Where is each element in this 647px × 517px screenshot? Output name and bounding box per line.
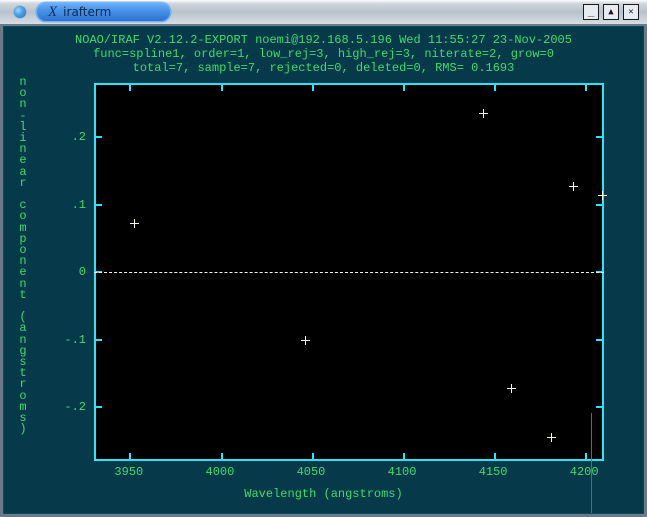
x-tick <box>585 83 587 91</box>
x-tick-label: 4100 <box>388 465 417 479</box>
x-axis-label: Wavelength (angstroms) <box>4 487 643 501</box>
y-tick <box>596 406 604 408</box>
x-tick <box>221 83 223 91</box>
close-icon: ✕ <box>628 7 633 17</box>
cursor-line <box>591 413 592 513</box>
system-menu-icon[interactable] <box>14 6 26 18</box>
x-tick-label: 4200 <box>570 465 599 479</box>
x-tick <box>221 453 223 461</box>
x-tick <box>312 453 314 461</box>
data-point <box>479 109 488 118</box>
x-tick-label: 3950 <box>114 465 143 479</box>
y-tick-label: .2 <box>70 130 86 144</box>
x-tick <box>403 83 405 91</box>
title-tab[interactable]: X irafterm <box>36 2 171 22</box>
y-tick-label: -.1 <box>62 333 86 347</box>
header-line-2: func=spline1, order=1, low_rej=3, high_r… <box>4 47 643 61</box>
y-tick <box>596 339 604 341</box>
y-axis-label: n o n - l i n e a r c o m p o n e n t ( … <box>18 77 28 436</box>
window-title: irafterm <box>63 5 111 19</box>
plot-area: 395040004050410041504200-.2-.10.1.2 <box>94 83 604 461</box>
x-tick-label: 4000 <box>206 465 235 479</box>
y-tick <box>596 204 604 206</box>
x-tick <box>129 453 131 461</box>
header-line-1: NOAO/IRAF V2.12.2-EXPORT noemi@192.168.5… <box>4 33 643 47</box>
x-tick <box>129 83 131 91</box>
minimize-icon: _ <box>588 4 595 17</box>
x-tick <box>403 453 405 461</box>
iraf-terminal[interactable]: NOAO/IRAF V2.12.2-EXPORT noemi@192.168.5… <box>3 26 644 514</box>
x-tick-label: 4050 <box>297 465 326 479</box>
maximize-button[interactable]: ▲ <box>603 4 619 20</box>
data-point <box>547 433 556 442</box>
x-tick <box>312 83 314 91</box>
window-controls: _ ▲ ✕ <box>583 4 639 20</box>
y-tick <box>94 204 102 206</box>
data-point <box>569 182 578 191</box>
y-tick-label: 0 <box>78 265 86 279</box>
x-tick-label: 4150 <box>479 465 508 479</box>
titlebar: X irafterm _ ▲ ✕ <box>0 0 647 24</box>
x-tick <box>494 83 496 91</box>
header-line-3: total=7, sample=7, rejected=0, deleted=0… <box>4 61 643 75</box>
data-point <box>301 336 310 345</box>
x-tick <box>585 453 587 461</box>
x-logo-icon: X <box>48 4 57 21</box>
y-tick <box>94 136 102 138</box>
data-point <box>507 384 516 393</box>
data-point <box>130 219 139 228</box>
desktop: X irafterm _ ▲ ✕ NOAO/IRAF V2.12.2-EXPOR… <box>0 0 647 517</box>
y-tick <box>94 406 102 408</box>
y-tick-label: .1 <box>70 198 86 212</box>
x-tick <box>494 453 496 461</box>
y-tick <box>94 339 102 341</box>
minimize-button[interactable]: _ <box>583 4 599 20</box>
maximize-icon: ▲ <box>608 7 613 17</box>
zero-line <box>94 272 604 273</box>
y-tick-label: -.2 <box>62 400 86 414</box>
close-button[interactable]: ✕ <box>623 4 639 20</box>
y-tick <box>596 136 604 138</box>
data-point <box>598 191 607 200</box>
